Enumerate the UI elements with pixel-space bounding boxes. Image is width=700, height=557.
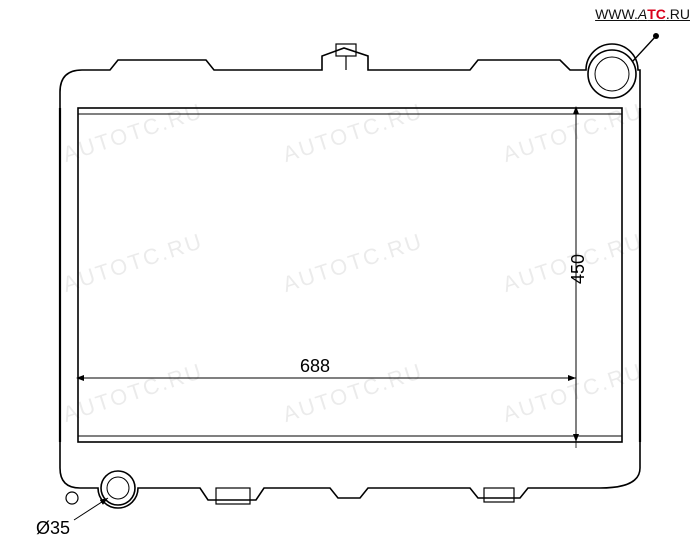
dia-leader xyxy=(74,498,108,520)
brand-prefix: WWW. xyxy=(595,6,638,22)
logo-leader-dot xyxy=(653,33,659,39)
bottom-left-port xyxy=(101,471,135,505)
core-outline xyxy=(78,108,622,442)
top-right-port-inner xyxy=(595,57,629,91)
dim-dia-label: Ø35 xyxy=(36,518,70,538)
brand-url: WWW.ATC.RU xyxy=(595,6,690,22)
dim-width-label: 688 xyxy=(300,356,330,376)
dim-height-label: 450 xyxy=(568,254,588,284)
brand-a: A xyxy=(638,6,647,22)
radiator-diagram: 688 450 Ø35 xyxy=(0,0,700,557)
brand-tc: TC xyxy=(647,6,666,22)
brand-suffix: .RU xyxy=(666,6,690,22)
bottom-left-port-inner xyxy=(107,477,129,499)
bottom-tank-outline xyxy=(60,442,640,508)
logo-leader xyxy=(632,36,656,62)
top-tank-outline xyxy=(60,44,640,108)
bottom-small-port xyxy=(66,492,78,504)
